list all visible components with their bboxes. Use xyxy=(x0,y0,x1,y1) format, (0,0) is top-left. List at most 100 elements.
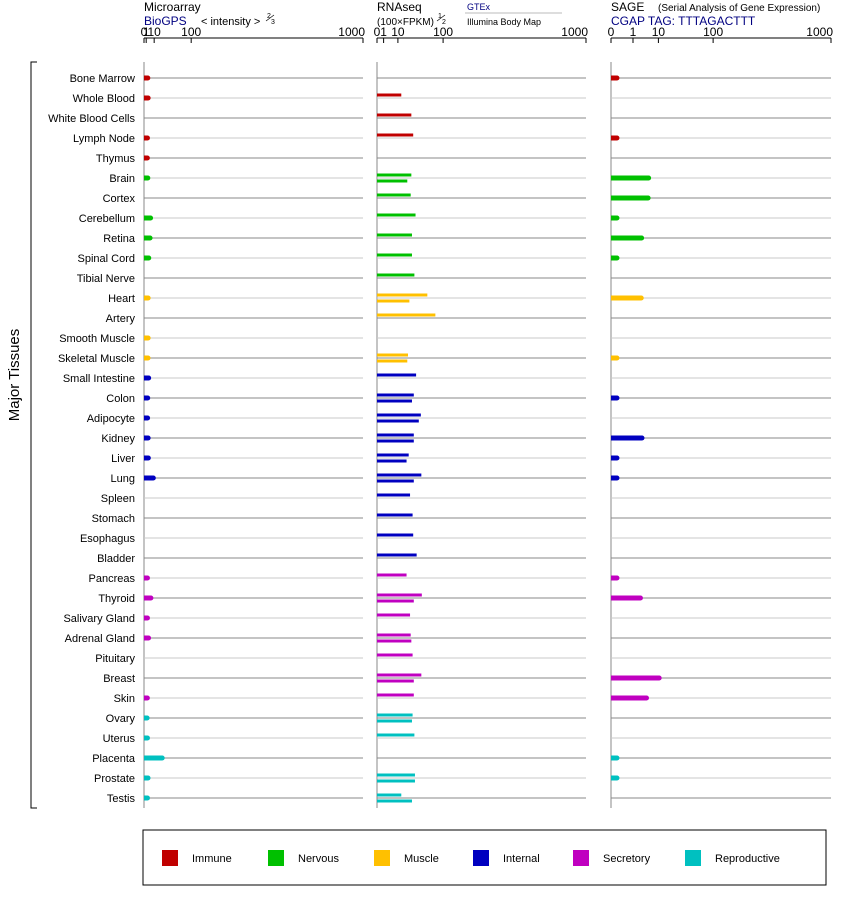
bar-gtex xyxy=(377,273,415,277)
tissue-label: Whole Blood xyxy=(73,93,135,105)
tissue-label: Brain xyxy=(109,173,135,185)
tissue-label: Skin xyxy=(114,693,135,705)
bar-end-cap xyxy=(643,695,649,701)
bar-illumina-body-map xyxy=(377,439,414,443)
bar-sage xyxy=(611,175,649,181)
bar-end-cap xyxy=(144,615,150,621)
bar-sage xyxy=(611,575,617,581)
bar-end-cap xyxy=(614,395,620,401)
y-group-label: Major Tissues xyxy=(6,61,37,809)
axis-tick-label: 10 xyxy=(652,25,666,39)
bar-gtex xyxy=(377,133,414,137)
bar-gtex xyxy=(377,613,411,617)
axis-tick-label: 1 xyxy=(630,25,637,39)
panel-subtitle: BioGPS xyxy=(144,14,187,28)
bar-gtex xyxy=(377,373,417,377)
bar-end-cap xyxy=(614,355,620,361)
axis-tick-label: 0 xyxy=(374,25,381,39)
bar-gtex xyxy=(377,533,414,537)
source-illumina: Illumina Body Map xyxy=(467,17,541,27)
tissue-label: Breast xyxy=(103,673,135,685)
bar-gtex xyxy=(377,573,407,577)
bar-end-cap xyxy=(614,215,620,221)
bar-illumina-body-map xyxy=(377,779,415,783)
bar-gtex xyxy=(377,653,413,657)
bar-sage xyxy=(611,755,617,761)
tissue-label: Heart xyxy=(108,293,135,305)
expression-bars xyxy=(144,75,662,803)
tissue-label: Cortex xyxy=(103,193,136,205)
bar-illumina-body-map xyxy=(377,299,410,303)
bar-gtex xyxy=(377,113,412,117)
bar-gtex xyxy=(377,473,422,477)
axis-tick-label: 1 xyxy=(143,25,150,39)
bar-end-cap xyxy=(614,575,620,581)
legend-swatch xyxy=(685,850,701,866)
bar-sage xyxy=(611,435,643,441)
legend-swatch xyxy=(268,850,284,866)
bar-gtex xyxy=(377,553,417,557)
tissue-label: Small Intestine xyxy=(63,373,135,385)
y-group-title: Major Tissues xyxy=(6,329,23,422)
bar-end-cap xyxy=(614,755,620,761)
tissue-label: Ovary xyxy=(106,713,136,725)
bar-end-cap xyxy=(645,195,651,201)
legend-label: Nervous xyxy=(298,853,339,865)
tissue-label: Pituitary xyxy=(95,653,135,665)
bar-end-cap xyxy=(144,715,150,721)
panel-subtitle: CGAP TAG: TTTAGACTTT xyxy=(611,14,756,28)
axis-tick-label: 1000 xyxy=(338,25,365,39)
bar-end-cap xyxy=(639,235,645,241)
tissue-label: Skeletal Muscle xyxy=(58,353,135,365)
scale-exponent-slash xyxy=(436,14,446,22)
scale-exponent-numerator: 1 xyxy=(438,13,442,20)
bar-end-cap xyxy=(614,455,620,461)
bar-gtex xyxy=(377,413,421,417)
bar-sage xyxy=(611,695,647,701)
tissue-label: Thymus xyxy=(96,153,136,165)
legend-swatch xyxy=(374,850,390,866)
bar-gtex xyxy=(377,593,422,597)
bar-sage xyxy=(611,135,617,141)
tissue-label: Smooth Muscle xyxy=(59,333,135,345)
scale-label: < intensity > xyxy=(201,16,260,28)
tissue-label: Uterus xyxy=(103,733,136,745)
scale-exponent-numerator: 2 xyxy=(267,13,271,20)
bar-end-cap xyxy=(150,475,156,481)
bar-end-cap xyxy=(144,795,150,801)
bar-end-cap xyxy=(145,335,151,341)
bar-gtex xyxy=(377,513,413,517)
bar-biogps xyxy=(144,475,154,481)
bar-gtex xyxy=(377,693,414,697)
bar-gtex xyxy=(377,773,415,777)
bar-illumina-body-map xyxy=(377,459,407,463)
bar-end-cap xyxy=(147,235,153,241)
bar-gtex xyxy=(377,193,411,197)
panel-title: RNAseq xyxy=(377,0,422,14)
panel-title-note: (Serial Analysis of Gene Expression) xyxy=(658,3,820,14)
tissue-rows: Bone Marrow Whole Blood White Blood Cells L… xyxy=(48,73,831,805)
bar-end-cap xyxy=(145,395,151,401)
legend-swatch xyxy=(162,850,178,866)
tissue-label: Pancreas xyxy=(89,573,136,585)
tissue-label: Esophagus xyxy=(80,533,136,545)
bar-gtex xyxy=(377,633,411,637)
bar-sage xyxy=(611,215,617,221)
bar-gtex xyxy=(377,213,416,217)
scale-exponent-denominator: 3 xyxy=(271,19,275,26)
bar-gtex xyxy=(377,313,436,317)
legend-label: Immune xyxy=(192,853,232,865)
bar-end-cap xyxy=(656,675,662,681)
legend-swatch xyxy=(473,850,489,866)
source-gtex: GTEx xyxy=(467,2,491,12)
axis-tick-label: 0 xyxy=(608,25,615,39)
scale-label: (100×FPKM) xyxy=(377,17,434,28)
legend-label: Secretory xyxy=(603,853,651,865)
bar-end-cap xyxy=(145,175,151,181)
tissue-label: Bladder xyxy=(97,553,135,565)
scale-exponent-denominator: 2 xyxy=(442,19,446,26)
bar-end-cap xyxy=(144,695,150,701)
axis-tick-label: 100 xyxy=(181,25,201,39)
